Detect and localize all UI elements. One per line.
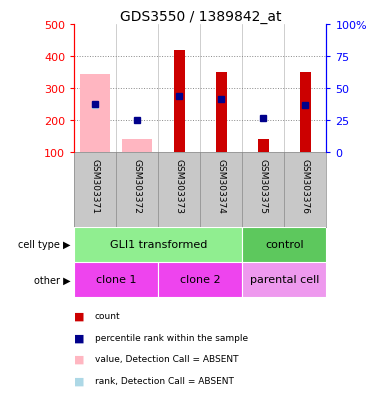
Text: ■: ■ <box>74 354 85 364</box>
Text: GSM303372: GSM303372 <box>133 159 142 214</box>
Text: GSM303373: GSM303373 <box>175 159 184 214</box>
Text: cell type ▶: cell type ▶ <box>18 240 70 250</box>
Bar <box>158 262 242 297</box>
Bar <box>216 73 227 153</box>
Bar <box>80 74 110 153</box>
Bar <box>74 227 242 262</box>
Text: rank, Detection Call = ABSENT: rank, Detection Call = ABSENT <box>95 376 233 385</box>
Text: clone 2: clone 2 <box>180 275 221 285</box>
Title: GDS3550 / 1389842_at: GDS3550 / 1389842_at <box>119 10 281 24</box>
Text: ■: ■ <box>74 311 85 321</box>
Text: control: control <box>265 240 304 250</box>
Bar <box>122 140 152 153</box>
Text: GSM303376: GSM303376 <box>301 159 310 214</box>
Bar <box>300 73 311 153</box>
Bar <box>74 262 158 297</box>
Text: count: count <box>95 311 120 320</box>
Bar <box>242 227 326 262</box>
Text: other ▶: other ▶ <box>34 275 70 285</box>
Text: clone 1: clone 1 <box>96 275 137 285</box>
Text: value, Detection Call = ABSENT: value, Detection Call = ABSENT <box>95 354 238 363</box>
Text: ■: ■ <box>74 375 85 385</box>
Text: ■: ■ <box>74 332 85 342</box>
Text: GSM303374: GSM303374 <box>217 159 226 214</box>
Text: parental cell: parental cell <box>250 275 319 285</box>
Text: GSM303371: GSM303371 <box>91 159 100 214</box>
Bar <box>242 262 326 297</box>
Bar <box>258 140 269 153</box>
Bar <box>174 50 185 153</box>
Text: GSM303375: GSM303375 <box>259 159 268 214</box>
Text: GLI1 transformed: GLI1 transformed <box>109 240 207 250</box>
Text: percentile rank within the sample: percentile rank within the sample <box>95 333 248 342</box>
